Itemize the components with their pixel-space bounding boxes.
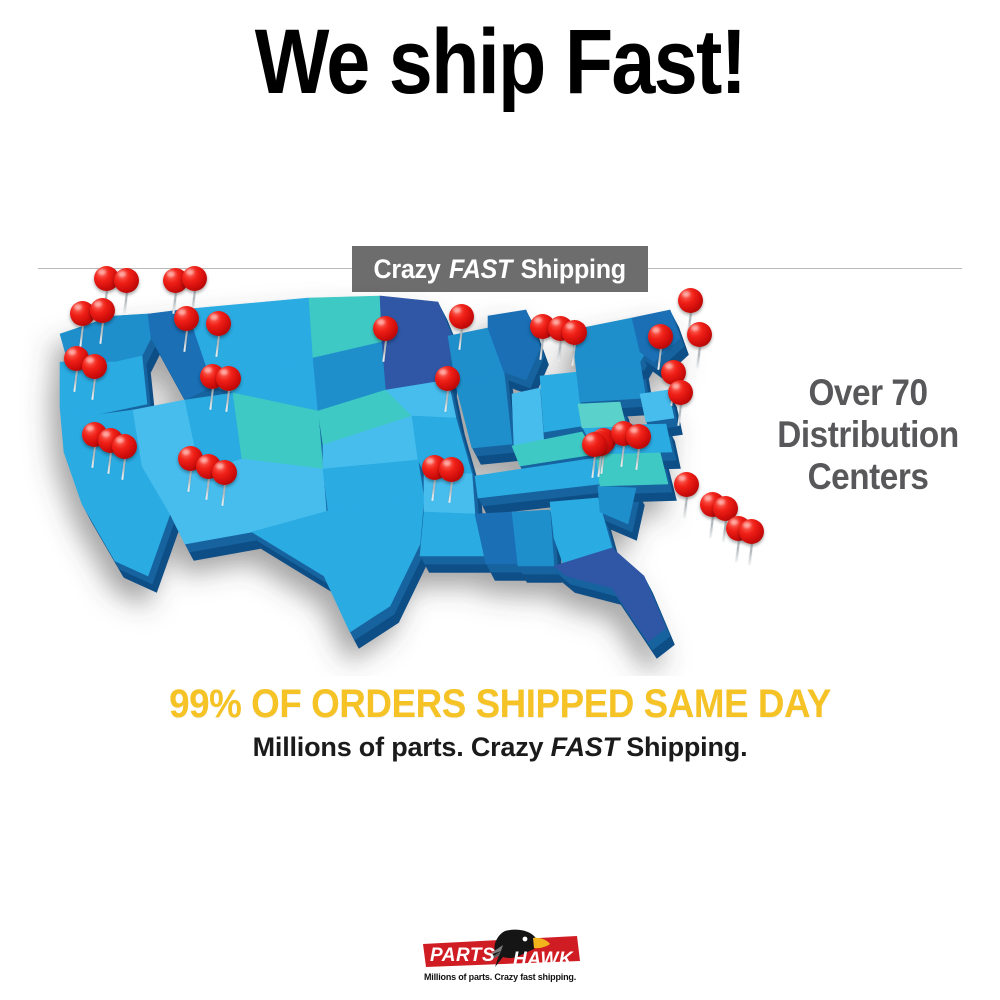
state-minnesota	[379, 295, 453, 391]
ribbon-text-after: Shipping	[521, 253, 627, 284]
state-oregon	[59, 355, 148, 416]
state-south-carolina	[597, 485, 637, 525]
map-states-layer	[59, 295, 681, 643]
state-illinois	[455, 371, 513, 449]
state-pennsylvania	[575, 361, 647, 403]
state-north-carolina	[595, 451, 669, 487]
callout-line-3: Centers	[807, 455, 929, 497]
logo-word-hawk: HAWK	[513, 949, 574, 970]
parts-hawk-logo: PARTS HAWK Millions of parts. Crazy fast…	[417, 925, 583, 987]
sub-tagline-before: Millions of parts. Crazy	[252, 732, 544, 762]
usa-distribution-map	[20, 266, 764, 676]
sub-tagline-emphasis: FAST	[550, 732, 619, 762]
state-washington	[59, 313, 152, 363]
logo-word-parts: PARTS	[430, 945, 495, 966]
state-mid-atlantic	[639, 389, 675, 423]
state-virginia	[581, 423, 673, 455]
callout-line-2: Distribution	[777, 413, 959, 455]
state-alabama	[511, 509, 555, 567]
state-california	[59, 406, 171, 577]
state-missouri	[411, 415, 473, 475]
sub-tagline-after: Shipping.	[626, 732, 748, 762]
ribbon-text-emphasis: FAST	[449, 253, 513, 284]
hawk-icon	[483, 929, 550, 967]
state-texas	[251, 497, 425, 633]
state-west-virginia	[577, 401, 627, 429]
crazy-fast-shipping-banner: Crazy FAST Shipping	[352, 246, 648, 292]
logo-mark: PARTS HAWK	[423, 929, 580, 970]
distribution-centers-callout: Over 70 Distribution Centers	[767, 372, 969, 497]
logo-tagline: Millions of parts. Crazy fast shipping.	[423, 971, 577, 982]
same-day-shipping-headline: 99% OF ORDERS SHIPPED SAME DAY	[169, 682, 831, 726]
state-indiana	[511, 387, 545, 447]
map-svg	[59, 295, 689, 659]
state-ohio	[539, 371, 583, 433]
page-title: We ship Fast!	[254, 11, 747, 113]
state-florida	[553, 547, 667, 643]
ribbon-text-before: Crazy	[373, 253, 441, 284]
sub-tagline: Millions of parts. Crazy FAST Shipping.	[0, 732, 1000, 763]
state-michigan	[487, 309, 541, 381]
callout-line-1: Over 70	[808, 372, 928, 413]
state-arkansas	[423, 471, 476, 515]
